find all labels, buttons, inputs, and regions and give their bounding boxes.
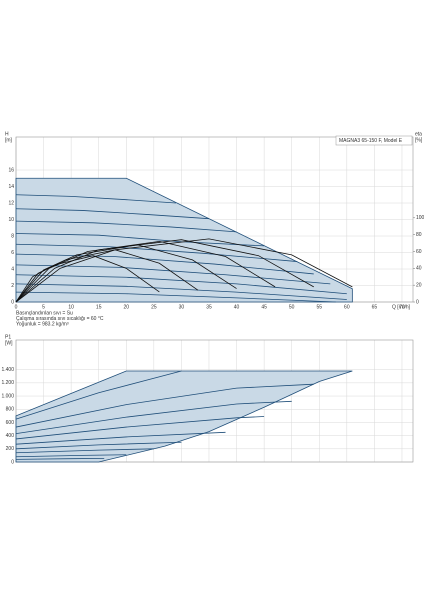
y-tick-label: 10 [8, 217, 14, 223]
y-tick-label: 400 [6, 433, 15, 439]
x-tick-label: 45 [261, 304, 267, 310]
y-axis-label: [m] [5, 137, 13, 143]
curve [15, 370, 182, 420]
y2-tick-label: 80 [416, 232, 422, 238]
y2-tick-label: 40 [416, 266, 422, 272]
x-tick-label: 20 [123, 304, 129, 310]
curve [15, 208, 210, 220]
x-tick-label: 0 [15, 304, 18, 310]
y-tick-label: 2 [11, 283, 14, 289]
y-tick-label: 16 [8, 167, 14, 173]
y-tick-label: 800 [6, 407, 15, 413]
y2-axis-label: [%] [415, 137, 423, 143]
y-tick-label: 200 [6, 446, 15, 452]
y2-tick-label: 60 [416, 249, 422, 255]
efficiency-curve [15, 240, 276, 303]
x-tick-label: 15 [96, 304, 102, 310]
y-tick-label: 6 [11, 250, 14, 256]
curve [15, 441, 182, 450]
y-tick-label: 14 [8, 184, 14, 190]
curve [15, 283, 347, 300]
x-tick-label: 65 [372, 304, 378, 310]
note: Çalışma sırasında sıvı sıcaklığı = 60 °C [16, 316, 104, 322]
curve [15, 220, 237, 233]
x-tick-label: 5 [42, 304, 45, 310]
curve [15, 291, 336, 303]
y-axis-label: P1 [5, 334, 11, 340]
x-tick-label: 60 [344, 304, 350, 310]
chart-title: MAGNA3 65-150 F, Model E [339, 138, 403, 144]
x-tick-label: 50 [289, 304, 295, 310]
y-tick-label: 1.000 [1, 393, 14, 399]
efficiency-curve [15, 238, 353, 303]
y-tick-label: 0 [11, 299, 14, 305]
curve [15, 431, 226, 445]
efficiency-curve [15, 244, 237, 303]
y2-tick-label: 20 [416, 282, 422, 288]
y-tick-label: 1.400 [1, 367, 14, 373]
curve [15, 264, 331, 285]
y-tick-label: 0 [11, 459, 14, 465]
y-tick-label: 1.200 [1, 380, 14, 386]
plot-frame [15, 339, 414, 463]
x-tick-label: 55 [316, 304, 322, 310]
note: Yoğunluk = 983.2 kg/m³ [16, 321, 69, 327]
x-axis-label: Q [m³/h] [392, 304, 411, 310]
curve [15, 383, 314, 428]
y-tick-label: 8 [11, 233, 14, 239]
curve [15, 457, 105, 460]
y2-tick-label: 100 [416, 215, 424, 221]
curve [15, 274, 347, 295]
x-tick-label: 70 [399, 304, 405, 310]
operating-area [15, 370, 353, 463]
curve [15, 233, 265, 247]
y-axis-label: [W] [5, 340, 13, 346]
x-tick-label: 30 [179, 304, 185, 310]
title-box [335, 135, 413, 146]
y-tick-label: 4 [11, 266, 14, 272]
efficiency-curve [15, 255, 160, 303]
x-tick-label: 40 [234, 304, 240, 310]
note: Basınçlandırılan sıvı = Su [16, 310, 73, 316]
curve [15, 400, 292, 435]
y-axis-label: H [5, 131, 9, 137]
y-tick-label: 12 [8, 200, 14, 206]
x-tick-label: 25 [151, 304, 157, 310]
x-tick-label: 35 [206, 304, 212, 310]
curve [15, 253, 314, 275]
curve [15, 448, 154, 454]
curve [15, 454, 127, 458]
y-tick-label: 600 [6, 420, 15, 426]
efficiency-curve [15, 239, 314, 303]
y2-axis-label: eta [415, 131, 422, 137]
y2-tick-label: 0 [416, 299, 419, 305]
efficiency-curve [15, 249, 199, 303]
curve [15, 194, 176, 204]
x-tick-label: 10 [68, 304, 74, 310]
curve [15, 416, 265, 440]
